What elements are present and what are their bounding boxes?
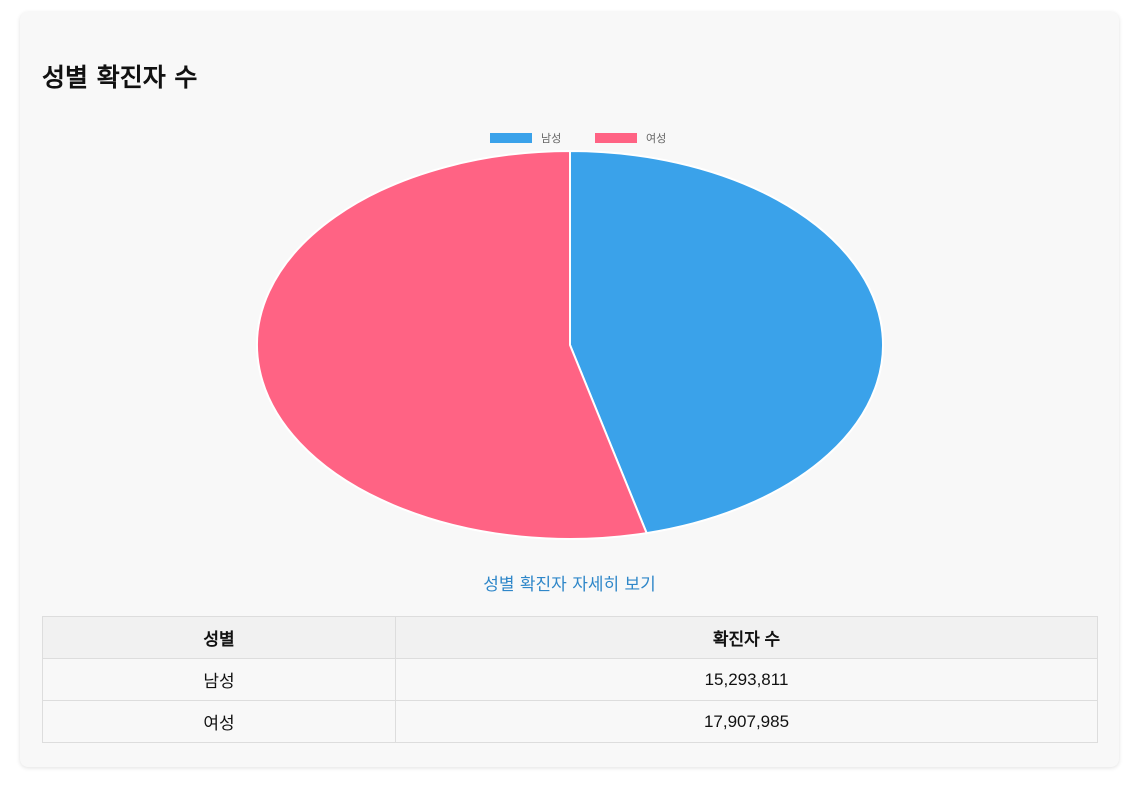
detail-link[interactable]: 성별 확진자 자세히 보기 [483,575,656,595]
header-gender: 성별 [42,616,396,659]
pie-chart: 남성 여성 [256,132,884,540]
chart-legend: 남성 여성 [490,132,666,145]
legend-swatch-female[interactable] [595,133,637,143]
legend-swatch-male[interactable] [490,133,532,143]
cell-count: 17,907,985 [395,700,1098,743]
table-row: 남성 15,293,811 [42,658,1098,701]
page-title: 성별 확진자 수 [42,63,198,92]
pie-slice-female[interactable] [256,149,649,540]
chart-card: 성별 확진자 수 남성 여성 성별 확진자 자세히 보기 성별 확진자 수 남성 … [20,12,1119,767]
cell-gender: 남성 [42,658,396,701]
data-table: 성별 확진자 수 남성 15,293,811 여성 17,907,985 [42,616,1098,743]
legend-label-female[interactable]: 여성 [646,132,666,145]
legend-label-male[interactable]: 남성 [541,132,561,145]
header-count: 확진자 수 [395,616,1098,659]
cell-gender: 여성 [42,700,396,743]
table-row: 여성 17,907,985 [42,700,1098,743]
table-header-row: 성별 확진자 수 [42,616,1098,659]
pie-slice-male[interactable] [569,149,884,535]
pie-slices [256,149,884,540]
cell-count: 15,293,811 [395,658,1098,701]
